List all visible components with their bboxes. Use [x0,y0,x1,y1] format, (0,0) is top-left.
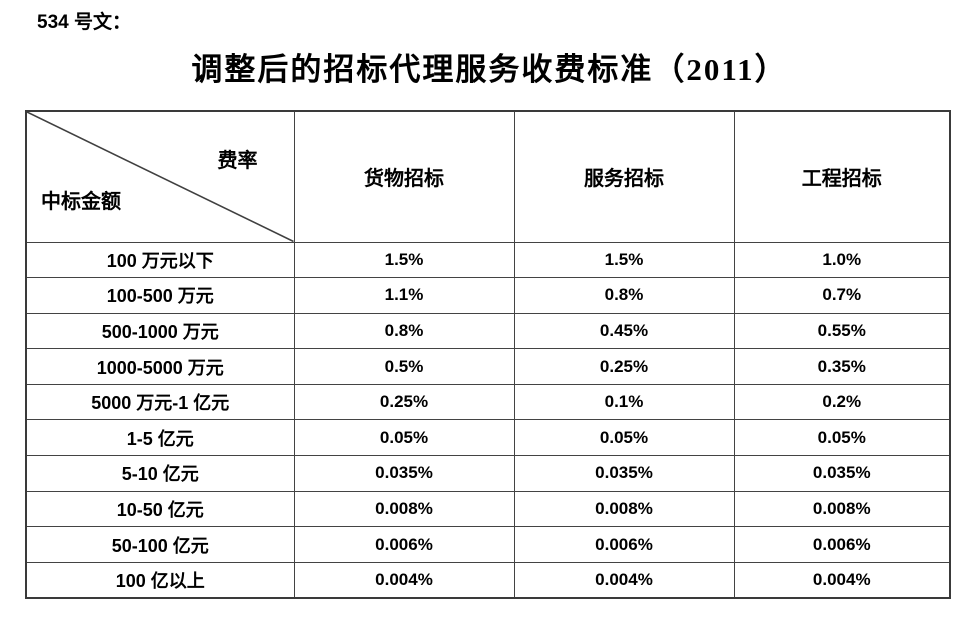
fee-value: 0.004% [733,561,951,599]
diagonal-line-icon [27,112,293,241]
fee-value: 0.004% [293,561,515,599]
fee-value: 0.5% [293,348,515,385]
fee-value: 0.35% [733,348,951,385]
row-label: 5-10 亿元 [25,455,295,492]
header-row: 费率 中标金额 货物招标 服务招标 工程招标 [25,110,951,243]
fee-value: 1.1% [293,277,515,314]
row-label: 50-100 亿元 [25,526,295,563]
fee-value: 1.5% [513,241,735,279]
fee-value: 0.1% [513,383,735,421]
corner-amount-label: 中标金额 [41,190,121,213]
fee-value: 0.8% [293,312,515,350]
fee-value: 0.25% [513,348,735,385]
fee-value: 0.05% [293,419,515,457]
table-row: 5000 万元-1 亿元 0.25% 0.1% 0.2% [25,383,951,421]
corner-rate-label: 费率 [217,150,258,172]
diagonal-header-cell: 费率 中标金额 [25,110,295,243]
row-label: 100 亿以上 [25,561,295,599]
fee-value: 0.035% [733,455,951,492]
fee-value: 0.8% [513,277,735,314]
row-label: 100-500 万元 [25,277,295,314]
table-row: 100 亿以上 0.004% 0.004% 0.004% [25,561,951,599]
table-row: 1000-5000 万元 0.5% 0.25% 0.35% [25,348,951,385]
table-row: 500-1000 万元 0.8% 0.45% 0.55% [25,312,951,350]
row-label: 100 万元以下 [25,241,295,279]
fee-value: 0.008% [733,490,951,528]
fee-value: 0.25% [293,383,515,421]
fee-value: 0.035% [293,455,515,492]
table-row: 100 万元以下 1.5% 1.5% 1.0% [25,241,951,279]
fee-value: 1.5% [293,241,515,279]
table-row: 10-50 亿元 0.008% 0.008% 0.008% [25,490,951,528]
fee-value: 0.008% [513,490,735,528]
row-label: 1000-5000 万元 [25,348,295,385]
fee-value: 0.7% [733,277,951,314]
fee-value: 0.45% [513,312,735,350]
col-header-engineering: 工程招标 [733,110,951,243]
fee-value: 0.008% [293,490,515,528]
table-row: 100-500 万元 1.1% 0.8% 0.7% [25,277,951,314]
row-label: 5000 万元-1 亿元 [25,383,295,421]
fee-value: 0.006% [733,526,951,563]
row-label: 10-50 亿元 [25,490,295,528]
page-title: 调整后的招标代理服务收费标准（2011） [191,52,788,87]
fee-schedule-table: 费率 中标金额 货物招标 服务招标 工程招标 100 万元以下 1.5% 1.5… [25,110,951,599]
fee-value: 0.05% [733,419,951,457]
table-row: 50-100 亿元 0.006% 0.006% 0.006% [25,526,951,563]
fee-value: 0.035% [513,455,735,492]
fee-value: 0.004% [513,561,735,599]
row-label: 1-5 亿元 [25,419,295,457]
fee-value: 0.55% [733,312,951,350]
fee-value: 1.0% [733,241,951,279]
col-header-services: 服务招标 [513,110,735,243]
fee-value: 0.2% [733,383,951,421]
fee-value: 0.006% [293,526,515,563]
col-header-goods: 货物招标 [293,110,515,243]
row-label: 500-1000 万元 [25,312,295,350]
table-row: 5-10 亿元 0.035% 0.035% 0.035% [25,455,951,492]
fee-value: 0.006% [513,526,735,563]
table-row: 1-5 亿元 0.05% 0.05% 0.05% [25,419,951,457]
fee-value: 0.05% [513,419,735,457]
doc-number-label: 534 号文： [37,12,131,33]
